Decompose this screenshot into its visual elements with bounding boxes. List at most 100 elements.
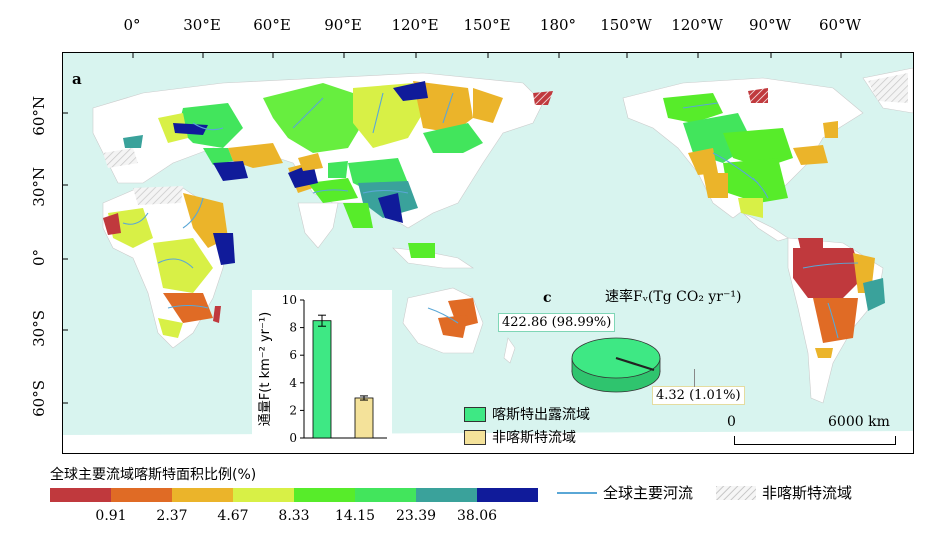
- basin-orange: [158, 318, 183, 338]
- scale-bar-start: 0: [727, 414, 736, 430]
- lon-label-0: 0°: [123, 16, 141, 34]
- basin-rio-grande: [738, 198, 763, 218]
- basin-nelson: [723, 128, 793, 168]
- lat-label-30s: 30°S: [30, 310, 48, 347]
- bar-ytick-label-0: 0: [289, 431, 297, 445]
- world-map: [62, 52, 914, 454]
- basin-lakes: [213, 233, 235, 265]
- basin-congo: [153, 238, 213, 293]
- basin-ob: [263, 83, 363, 153]
- basin-niger: [108, 208, 153, 248]
- colorbar-cell-7: [477, 488, 538, 502]
- lon-label-30e: 30°E: [183, 16, 221, 34]
- nonkarst-hatch-greenland: [868, 73, 908, 103]
- basin-amur: [423, 123, 483, 153]
- colorbar-cell-2: [172, 488, 233, 502]
- pie-label-karst: 422.86 (98.99%): [498, 313, 616, 332]
- basin-lena-upper: [393, 81, 428, 101]
- lon-label-60w: 60°W: [818, 16, 862, 34]
- basin-orinoco: [798, 238, 823, 251]
- basin-tarim: [298, 153, 323, 171]
- basin-borneo: [408, 243, 435, 258]
- nonkarst-legend-swatch: [716, 485, 756, 500]
- bar-ytick-label-1: 2: [289, 403, 297, 417]
- basin-labrador: [823, 121, 838, 138]
- map-graphics: [63, 53, 913, 453]
- basin-chukotka: [533, 91, 553, 105]
- basin-amazon: [793, 248, 863, 298]
- basin-parana: [813, 298, 858, 343]
- basin-brahmaputra: [328, 161, 348, 178]
- colorbar-tick-6: 38.06: [456, 508, 498, 524]
- panel-c-label: c: [543, 290, 552, 306]
- india-land: [297, 202, 339, 249]
- lon-label-120w: 120°W: [671, 16, 723, 34]
- bar-ytick-label-5: 10: [282, 293, 297, 307]
- basin-senegal: [103, 213, 121, 235]
- newzealand-land: [503, 337, 516, 364]
- pie-chart: [571, 337, 661, 393]
- bar-chart: 0 2 4 6 8 10 通量F(t km⁻² yr⁻¹): [258, 293, 387, 445]
- basin-volga: [178, 103, 243, 148]
- scale-bar-line: [734, 436, 896, 445]
- colorbar-tick-2: 4.67: [217, 508, 249, 524]
- pie-label-nonkarst: 4.32 (1.01%): [652, 386, 745, 405]
- bar-1: [354, 397, 374, 439]
- basin-caucasus: [123, 135, 143, 148]
- basin-yukon: [663, 93, 723, 123]
- lon-label-120e: 120°E: [391, 16, 439, 34]
- colorbar-cell-0: [50, 488, 111, 502]
- legend-label-nonkarst: 非喀斯特流域: [492, 430, 576, 446]
- lon-label-150w: 150°W: [600, 16, 652, 34]
- basin-patagonia: [815, 348, 833, 358]
- basin-zambezi: [163, 293, 213, 323]
- rivers: [122, 92, 859, 339]
- bar-chart-inset: 0 2 4 6 8 10 通量F(t km⁻² yr⁻¹): [252, 290, 392, 450]
- lat-label-0: 0°: [30, 249, 48, 267]
- river-legend-label: 全球主要河流: [603, 484, 694, 502]
- lon-label-90e: 90°E: [324, 16, 362, 34]
- lon-label-60e: 60°E: [253, 16, 291, 34]
- nonkarst-legend: 非喀斯特流域: [716, 482, 852, 503]
- basin-madagascar: [213, 306, 221, 323]
- central-america-land: [742, 212, 789, 242]
- pie-title: 速率Fᵥ(Tg CO₂ yr⁻¹): [605, 289, 742, 305]
- bar-ytick-label-3: 6: [289, 348, 297, 362]
- colorbar-cell-5: [355, 488, 416, 502]
- colorbar-tick-5: 23.39: [395, 508, 437, 524]
- bar-ylabel: 通量F(t km⁻² yr⁻¹): [258, 312, 273, 426]
- colorbar-cell-6: [416, 488, 477, 502]
- basin-caspian: [203, 148, 233, 165]
- basin-dnieper: [158, 113, 188, 143]
- lat-label-30n: 30°N: [30, 167, 48, 207]
- colorbar-cell-3: [233, 488, 294, 502]
- legend-swatch-nonkarst: [464, 429, 486, 445]
- bar-0: [312, 320, 332, 439]
- nonkarst-hatch-sahara: [133, 186, 183, 205]
- lat-label-60s: 60°S: [30, 380, 48, 417]
- basin-stlawrence: [793, 145, 828, 165]
- basin-pearl: [378, 193, 403, 223]
- basin-ganges: [308, 178, 358, 203]
- inset-legend-karst: 喀斯特出露流域: [464, 404, 590, 424]
- pie-leader-line: [694, 369, 695, 387]
- legend-label-karst: 喀斯特出露流域: [492, 407, 590, 423]
- colorbar-tick-3: 8.33: [278, 508, 310, 524]
- lon-label-150e: 150°E: [463, 16, 511, 34]
- basin-columbia: [688, 148, 718, 175]
- lon-label-90w: 90°W: [748, 16, 792, 34]
- basin-danube: [173, 123, 208, 135]
- colorbar-tick-4: 14.15: [334, 508, 376, 524]
- basin-lena: [413, 81, 473, 133]
- lat-label-60n: 60°N: [30, 96, 48, 136]
- pie-slice-nonkarst: [615, 356, 655, 372]
- river-legend-line: [557, 491, 597, 494]
- legend-swatch-karst: [464, 406, 486, 422]
- lon-label-180: 180°: [539, 16, 577, 34]
- colorbar-cell-1: [111, 488, 172, 502]
- colorbar-cell-4: [294, 488, 355, 502]
- basin-colorado: [703, 173, 728, 198]
- basin-saofrancisco: [863, 278, 885, 311]
- colorbar-tick-1: 2.37: [156, 508, 188, 524]
- basin-seaus: [438, 315, 468, 338]
